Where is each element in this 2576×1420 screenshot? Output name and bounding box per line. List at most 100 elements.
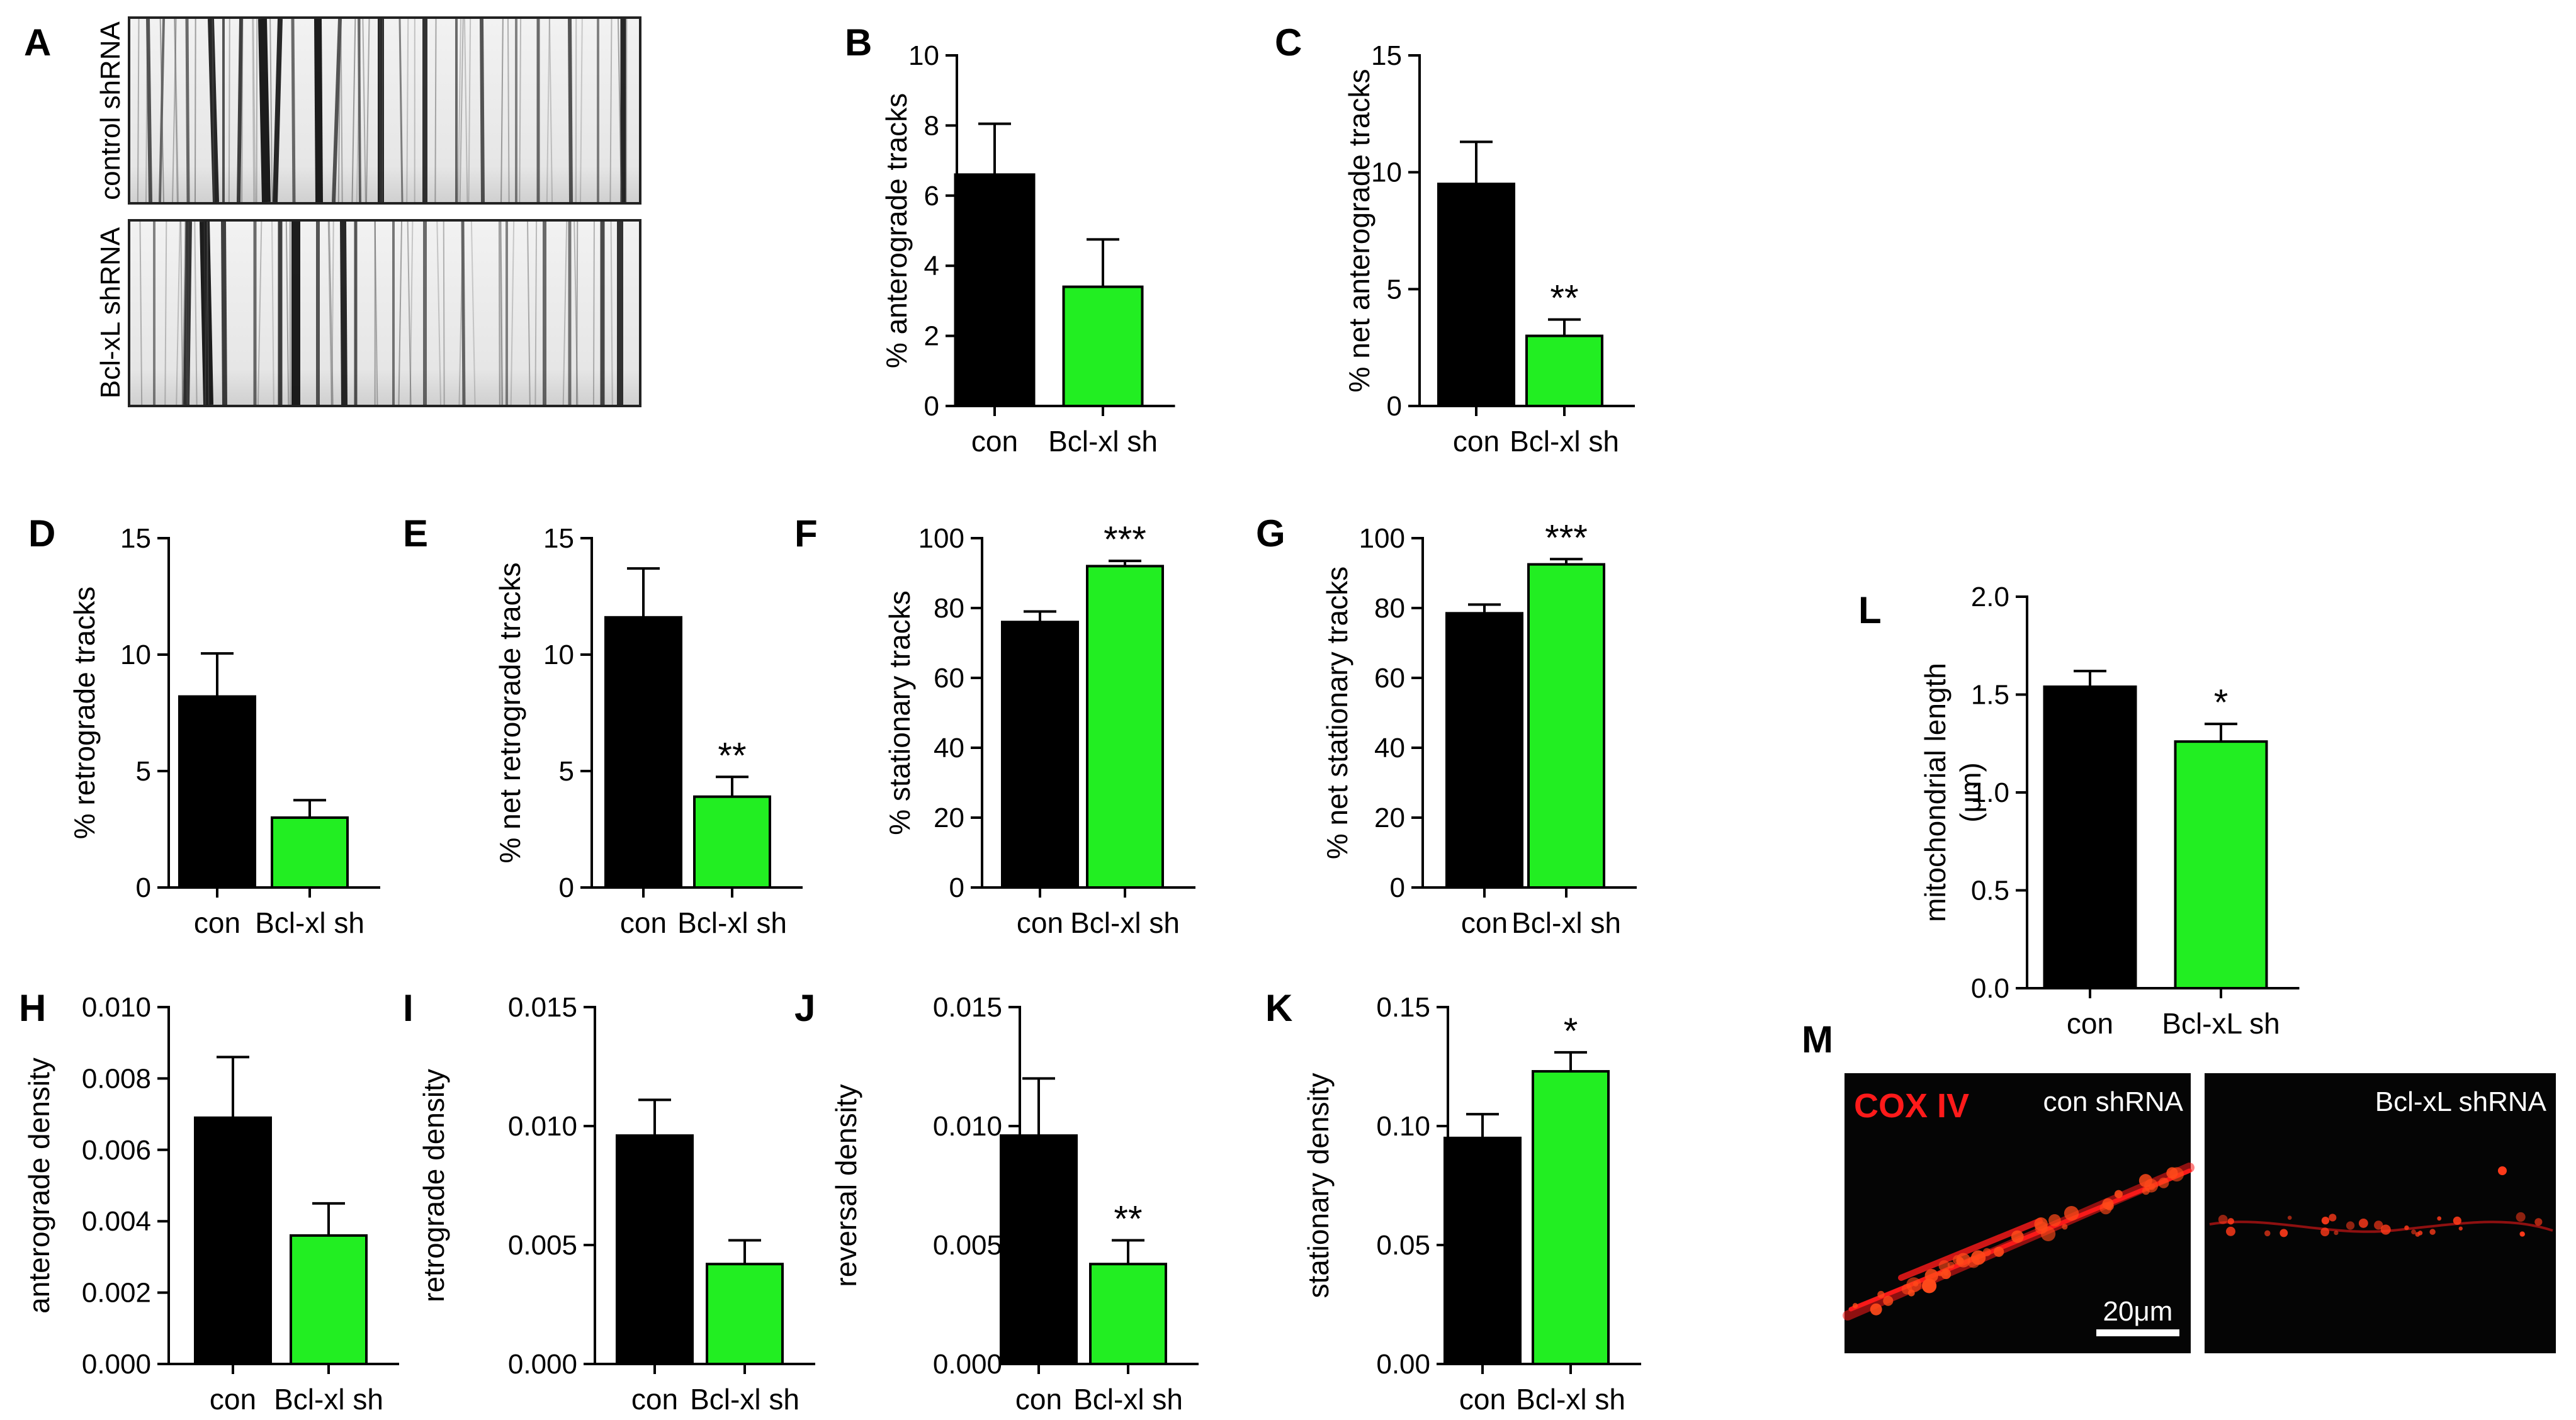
significance-k: *: [1564, 1011, 1578, 1052]
mitochondrion: [1877, 1290, 1885, 1299]
significance-e: **: [718, 735, 746, 776]
kymograph-bclxl-label: Bcl-xL shRNA: [95, 227, 126, 398]
kymograph-track: [480, 18, 485, 203]
mitochondrion: [2011, 1230, 2024, 1243]
kymograph-track-faint: [159, 18, 164, 203]
y-tick-label-i-2: 0.010: [508, 1111, 577, 1142]
mitochondrion: [1883, 1295, 1894, 1306]
y-tick-label-b-0: 0: [924, 391, 939, 422]
category-label-k-bclxl: Bcl-xl sh: [1516, 1383, 1625, 1416]
category-label-k-con: con: [1459, 1383, 1506, 1416]
category-label-c-con: con: [1453, 425, 1500, 458]
y-tick-label-c-0: 0: [1387, 391, 1402, 422]
significance-f: ***: [1104, 519, 1146, 560]
significance-j: **: [1114, 1198, 1142, 1239]
mitochondrion: [2534, 1218, 2543, 1226]
category-label-i-con: con: [631, 1383, 678, 1416]
kymograph-track: [183, 221, 192, 405]
kymograph-track-faint: [181, 221, 186, 405]
panel-letter-d: D: [28, 512, 55, 555]
category-label-j-con: con: [1015, 1383, 1062, 1416]
kymograph-track-faint: [164, 221, 167, 405]
kymograph-track: [200, 221, 213, 405]
kymograph-control-tracks: [137, 18, 628, 203]
category-label-g-bclxl: Bcl-xl sh: [1511, 906, 1621, 939]
kymograph-track-faint: [609, 18, 613, 203]
kymograph-track-faint: [174, 18, 178, 203]
mitochondrion: [2437, 1216, 2442, 1221]
kymograph-track-faint: [519, 18, 522, 203]
kymograph-track-faint: [562, 221, 568, 405]
mitochondrion: [2148, 1183, 2155, 1190]
y-axis-label-b: % anterograde tracks: [880, 93, 913, 368]
bar-k-bclxl: [1532, 1070, 1610, 1366]
mitochondrion: [2287, 1215, 2292, 1220]
y-tick-label-h-5: 0.010: [82, 992, 151, 1023]
y-axis-label-i: retrograde density: [417, 1069, 450, 1302]
mitochondrion: [2429, 1229, 2436, 1235]
y-tick-label-f-4: 80: [934, 593, 964, 624]
y-tick-label-e-0: 0: [559, 872, 574, 903]
panel-letter-b: B: [845, 21, 872, 64]
category-label-e-bclxl: Bcl-xl sh: [677, 906, 787, 939]
mitochondrion: [2320, 1227, 2330, 1237]
kymograph-track-faint: [269, 18, 273, 203]
mitochondrion: [2227, 1218, 2234, 1225]
y-tick-label-g-4: 80: [1374, 593, 1405, 624]
scale-bar: [2096, 1329, 2179, 1336]
kymograph-track: [461, 221, 466, 405]
panel-letter-l: L: [1858, 589, 1882, 631]
mitochondrion: [1994, 1246, 2004, 1257]
kymograph-track: [185, 18, 190, 203]
bar-j-con: [1000, 1134, 1078, 1365]
image-con-shrna-background: [1844, 1073, 2191, 1353]
kymograph-track-faint: [468, 18, 472, 203]
mitochondrion: [2404, 1225, 2409, 1231]
bar-i-bclxl: [706, 1263, 784, 1365]
kymograph-track-faint: [180, 221, 184, 405]
significance-g: ***: [1545, 517, 1588, 558]
mitochondrion: [2498, 1166, 2507, 1175]
mitochondrion: [2453, 1216, 2461, 1225]
y-tick-label-b-1: 2: [924, 321, 939, 352]
y-tick-label-j-3: 0.015: [933, 992, 1002, 1023]
mitochondrion: [2346, 1221, 2355, 1230]
mitochondrion: [1982, 1248, 1991, 1256]
kymograph-track-faint: [406, 18, 409, 203]
y-tick-label-h-4: 0.008: [82, 1063, 151, 1094]
mitochondrion: [2329, 1214, 2337, 1222]
kymograph-track-faint: [271, 221, 274, 405]
mitochondrion: [1967, 1256, 1980, 1268]
panel-m: M con shRNA COX IV 20μm Bcl-xL shRNA: [1802, 1018, 2556, 1353]
mitochondrion: [1938, 1271, 1943, 1276]
kymograph-track: [291, 18, 296, 203]
kymograph-track-faint: [507, 18, 510, 203]
kymograph-track-faint: [409, 221, 414, 405]
bar-c-bclxl: [1525, 334, 1603, 407]
kymograph-track-faint: [436, 221, 442, 405]
mitochondrion: [1906, 1277, 1922, 1293]
y-tick-label-e-2: 10: [543, 640, 574, 670]
y-tick-label-j-2: 0.010: [933, 1111, 1002, 1142]
panel-letter-h: H: [19, 987, 46, 1029]
y-tick-label-d-1: 5: [136, 756, 151, 787]
mitochondrion: [2218, 1214, 2228, 1224]
y-tick-label-i-1: 0.005: [508, 1230, 577, 1261]
kymograph-control-frame: [128, 16, 641, 205]
mitochondrion: [2417, 1231, 2423, 1236]
kymograph-track-faint: [457, 18, 462, 203]
panel-letter-i: I: [403, 987, 414, 1029]
panel-letter-e: E: [403, 512, 428, 555]
y-tick-label-b-2: 4: [924, 251, 939, 281]
mitochondrion: [2458, 1226, 2463, 1231]
stain-label: COX IV: [1854, 1087, 1969, 1125]
kymograph-track-faint: [176, 221, 181, 405]
image-con-shrna: con shRNA COX IV 20μm: [1843, 1073, 2195, 1353]
y-tick-label-e-3: 15: [543, 523, 574, 554]
